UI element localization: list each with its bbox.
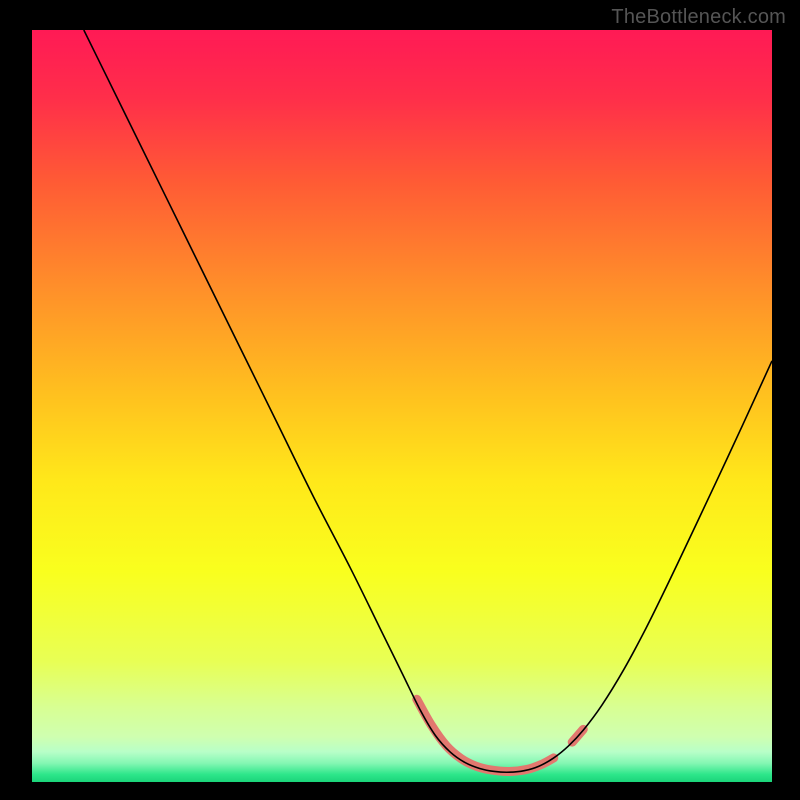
watermark-text: TheBottleneck.com [611,6,786,29]
plot-area [32,30,772,782]
chart-frame: TheBottleneck.com [0,0,800,800]
gradient-background [32,30,772,782]
